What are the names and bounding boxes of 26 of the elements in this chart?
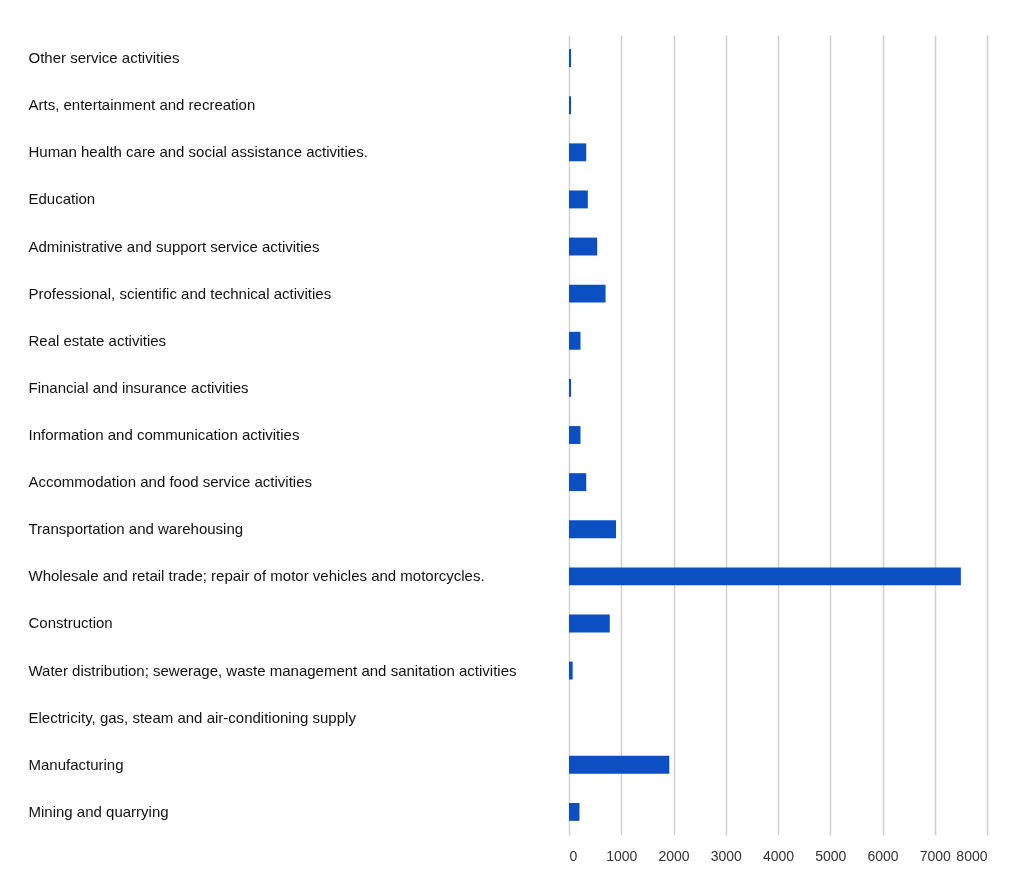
y-tick-label: Accommodation and food service activities <box>28 473 312 491</box>
y-tick-label: Administrative and support service activities <box>28 237 320 255</box>
y-tick-label: Human health care and social assistance activities. <box>28 143 368 161</box>
y-tick-label: Professional, scientific and technical activities <box>28 284 332 302</box>
y-tick-label: Arts, entertainment and recreation <box>28 96 256 114</box>
x-tick-label: 7000 <box>919 847 952 864</box>
y-tick-label: Transportation and warehousing <box>28 520 244 538</box>
y-tick-label: Wholesale and retail trade; repair of motor vehicles and motorcycles. <box>28 567 485 585</box>
y-tick-label: Other service activities <box>28 49 180 67</box>
y-tick-label: Electricity, gas, steam and air-conditioning supply <box>28 708 357 726</box>
x-tick-label: 3000 <box>710 847 743 864</box>
x-tick-label: 4000 <box>762 847 795 864</box>
y-tick-label: Mining and quarrying <box>28 802 169 820</box>
y-tick-label: Real estate activities <box>28 331 167 349</box>
y-tick-label: Financial and insurance activities <box>28 378 249 396</box>
y-tick-label: Information and communication activities <box>28 426 300 443</box>
y-tick-label: Water distribution; sewerage, waste management and sanitation activities <box>28 661 517 679</box>
y-tick-label: Manufacturing <box>28 755 124 773</box>
x-tick-label: 8000 <box>956 847 988 864</box>
x-tick-label: 5000 <box>815 847 847 864</box>
x-tick-label: 1000 <box>606 847 638 864</box>
x-tick-label: 6000 <box>867 847 899 864</box>
x-tick-label: 2000 <box>658 847 690 864</box>
y-tick-label: Construction <box>28 614 113 632</box>
x-tick-label: 0 <box>569 847 578 864</box>
y-tick-label: Education <box>28 190 96 208</box>
